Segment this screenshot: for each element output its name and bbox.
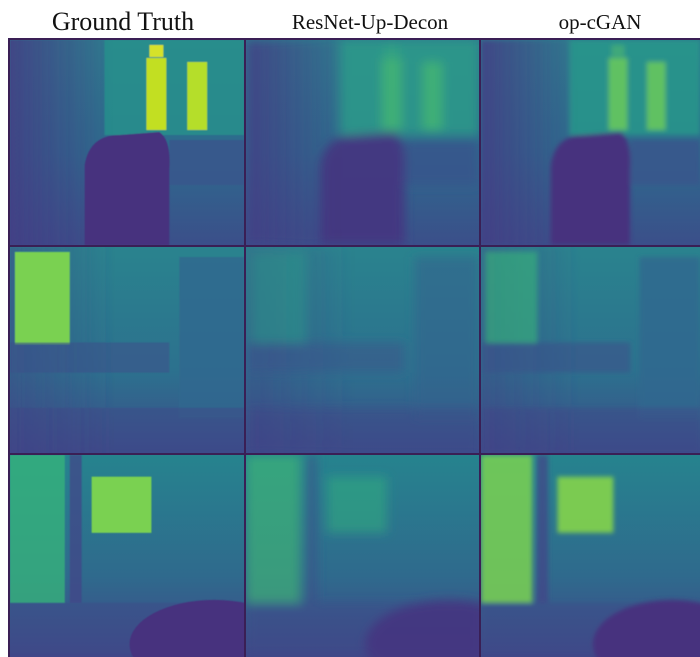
depth-region [246, 408, 479, 454]
depth-region [415, 257, 479, 418]
depth-region [10, 408, 244, 454]
depth-region [537, 455, 548, 603]
column-header: ResNet-Up-Decon [292, 10, 449, 34]
depth-region [486, 252, 537, 344]
depth-region [179, 257, 244, 418]
depth-region [422, 62, 442, 130]
depth-region [609, 58, 628, 130]
column-header: op-cGAN [559, 10, 642, 34]
panel-content [481, 247, 700, 454]
depth-region [639, 257, 700, 418]
depth-region [246, 455, 301, 603]
depth-region [382, 58, 402, 130]
depth-region [340, 40, 479, 135]
depth-region [187, 62, 207, 130]
depth-region [327, 477, 386, 533]
panel-content [246, 40, 479, 245]
depth-region [320, 132, 405, 245]
column-header: Ground Truth [52, 7, 194, 36]
depth-map-panel [481, 455, 700, 657]
panel-content [481, 40, 700, 245]
depth-region [92, 477, 152, 533]
depth-region [630, 140, 700, 185]
panel-content [10, 247, 244, 454]
depth-region [105, 40, 244, 135]
depth-region [251, 252, 306, 344]
depth-region [611, 45, 624, 57]
panel-content [10, 40, 244, 245]
depth-region [305, 455, 317, 603]
depth-region [10, 455, 65, 603]
page: Ground Truth ResNet-Up-Decon op-cGAN (()… [0, 0, 700, 657]
depth-region [15, 252, 70, 344]
depth-region [481, 455, 532, 603]
depth-region [385, 45, 399, 57]
depth-region [146, 58, 166, 130]
figure: Ground Truth ResNet-Up-Decon op-cGAN [0, 0, 700, 657]
depth-region [169, 140, 244, 185]
depth-region [405, 140, 479, 185]
depth-map-panel [246, 247, 479, 454]
depth-region [70, 455, 82, 603]
depth-map-panel [481, 247, 700, 454]
depth-region [481, 342, 630, 372]
panel-content [246, 247, 479, 454]
depth-map-panel [246, 40, 479, 245]
depth-region [10, 342, 169, 372]
depth-region [481, 408, 700, 454]
depth-map-panel [481, 40, 700, 245]
depth-map-panel [10, 40, 244, 245]
depth-map-panel [10, 247, 244, 454]
depth-region [570, 40, 700, 135]
depth-region [557, 477, 613, 533]
depth-region [85, 132, 170, 245]
depth-region [149, 45, 163, 57]
depth-region [246, 342, 405, 372]
depth-region [551, 132, 630, 245]
depth-region [647, 62, 666, 130]
